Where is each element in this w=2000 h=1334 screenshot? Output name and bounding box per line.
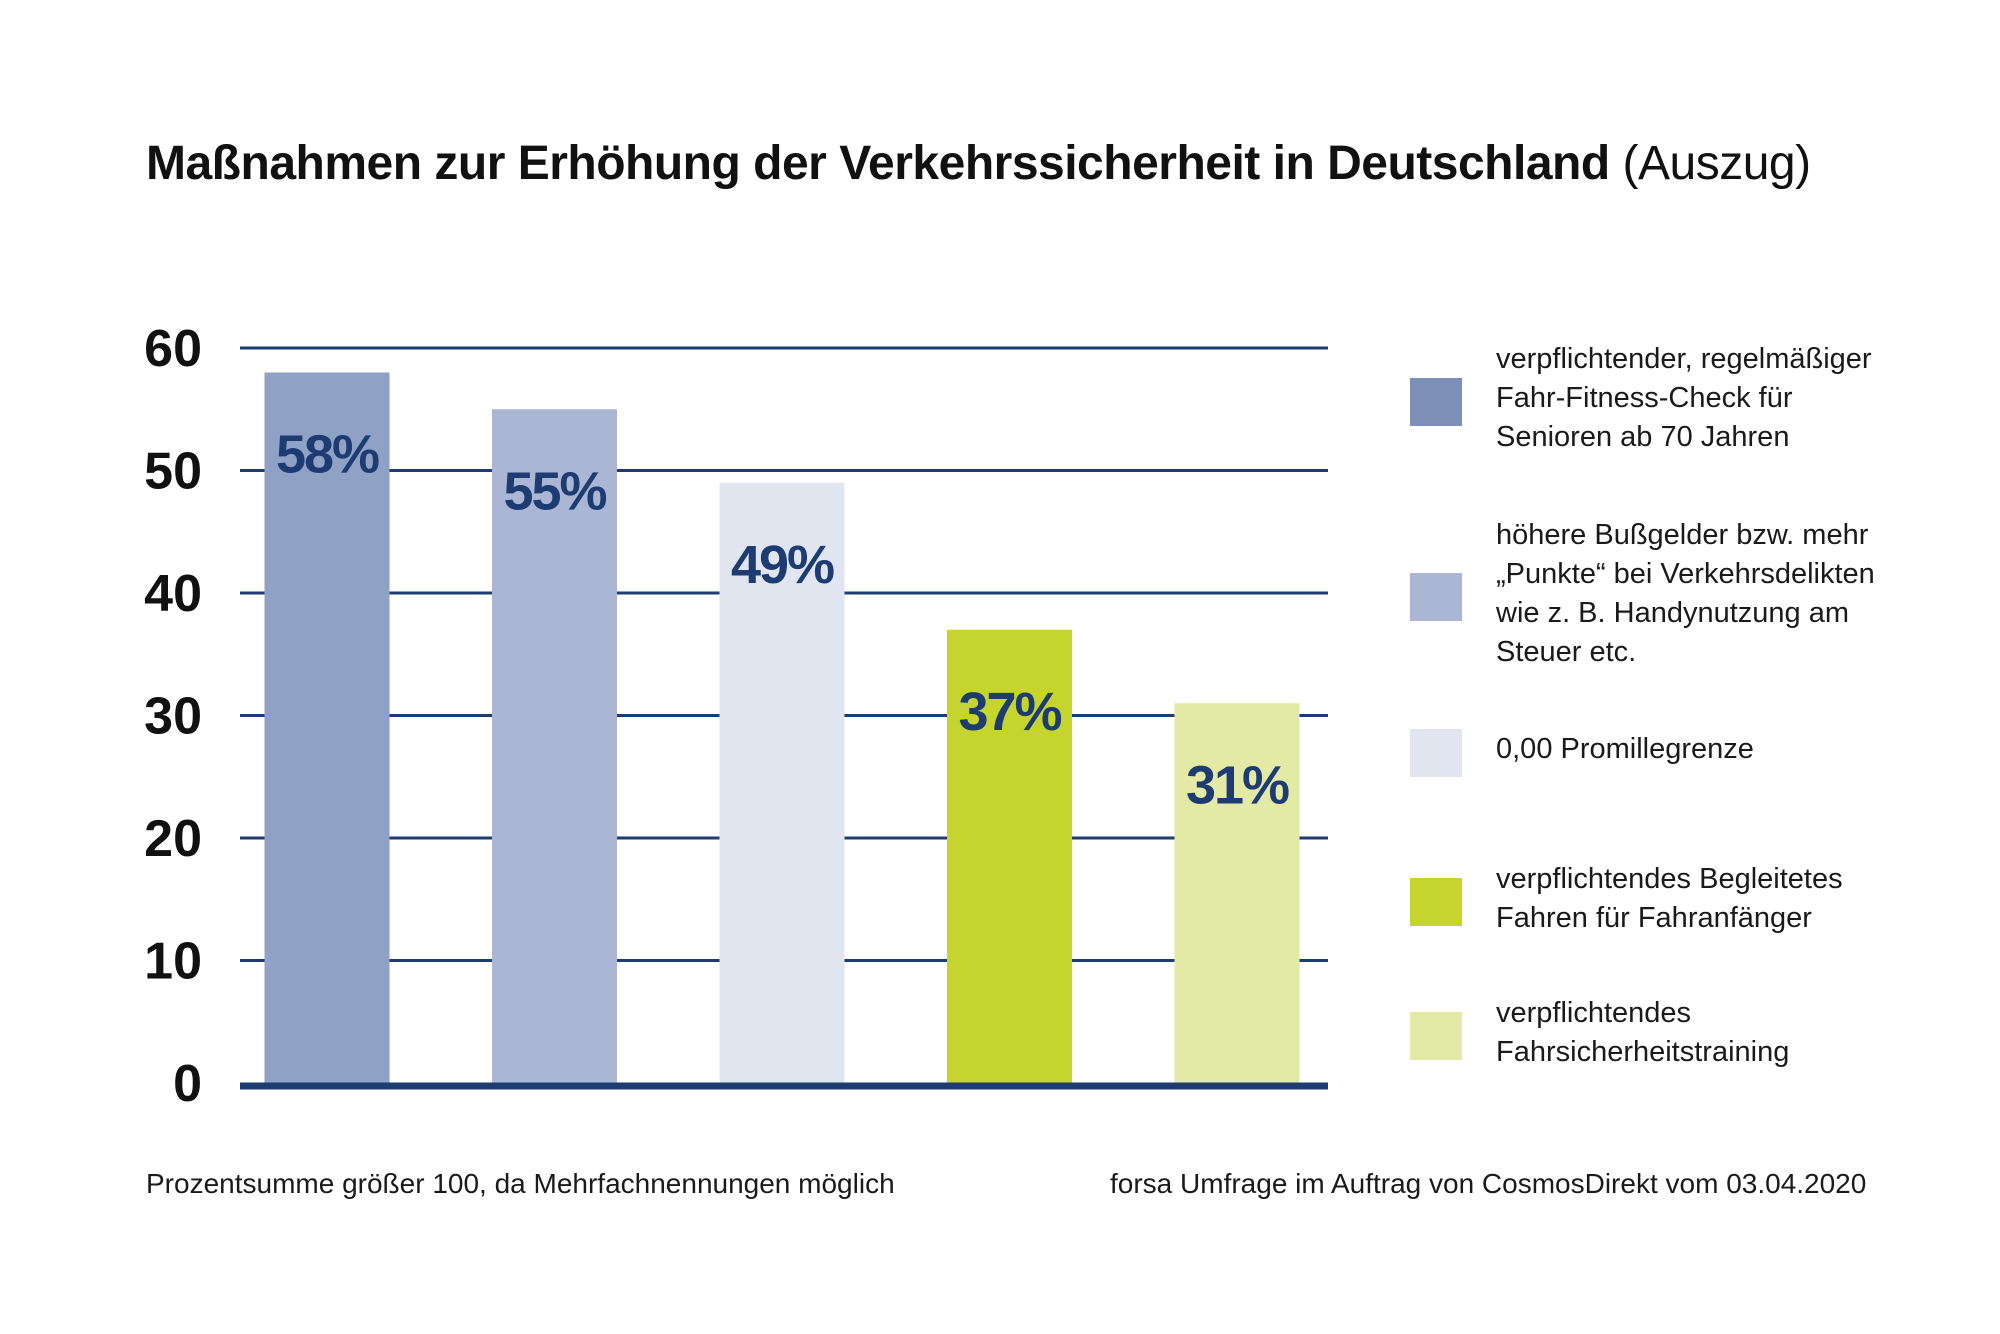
- bar-3: [719, 482, 845, 1083]
- y-tick-label: 50: [144, 443, 202, 501]
- value-label-2: 55%: [503, 461, 606, 521]
- footnote-left: Prozentsumme größer 100, da Mehrfachnenn…: [146, 1168, 895, 1199]
- legend-swatch: [1410, 573, 1462, 621]
- value-label-5: 31%: [1186, 755, 1289, 815]
- y-tick-label: 40: [144, 565, 202, 623]
- chart-title-subtitle: (Auszug): [1622, 137, 1812, 190]
- chart-title: Maßnahmen zur Erhöhung der Verkehrssiche…: [146, 136, 1811, 191]
- y-tick-label: 30: [144, 688, 202, 746]
- legend-label: 0,00 Promillegrenze: [1496, 733, 1754, 765]
- bar-5: [1174, 703, 1300, 1083]
- y-tick-label: 0: [173, 1055, 202, 1113]
- bar-1: [264, 372, 390, 1083]
- y-tick-label: 20: [144, 810, 202, 868]
- legend-swatch: [1410, 729, 1462, 777]
- value-labels: 58% 55% 49% 37% 31%: [276, 425, 1291, 816]
- bar-2: [492, 409, 617, 1083]
- legend-label: verpflichtendes Fahrsicherheitstraining: [1496, 997, 1790, 1068]
- bars: [264, 372, 1300, 1083]
- value-label-4: 37%: [958, 682, 1061, 742]
- legend-swatch: [1410, 378, 1462, 426]
- y-tick-label: 60: [144, 320, 202, 378]
- chart-title-main: Maßnahmen zur Erhöhung der Verkehrssiche…: [146, 137, 1610, 190]
- footnote-source: forsa Umfrage im Auftrag von CosmosDirek…: [1110, 1168, 1867, 1199]
- legend-swatch: [1410, 878, 1462, 926]
- bar-4: [947, 629, 1072, 1083]
- value-label-1: 58%: [276, 425, 379, 485]
- y-tick-label: 10: [144, 933, 202, 991]
- legend-swatch: [1410, 1012, 1462, 1060]
- y-tick-labels: 0 10 20 30 40 50 60: [144, 320, 202, 1113]
- value-label-3: 49%: [731, 535, 834, 595]
- legend-label: verpflichtendes Begleitetes Fahren für F…: [1496, 863, 1843, 934]
- legend-label: verpflichtender, regelmäßiger Fahr-Fitne…: [1496, 343, 1872, 453]
- legend-label: höhere Bußgelder bzw. mehr „Punkte“ bei …: [1496, 519, 1875, 668]
